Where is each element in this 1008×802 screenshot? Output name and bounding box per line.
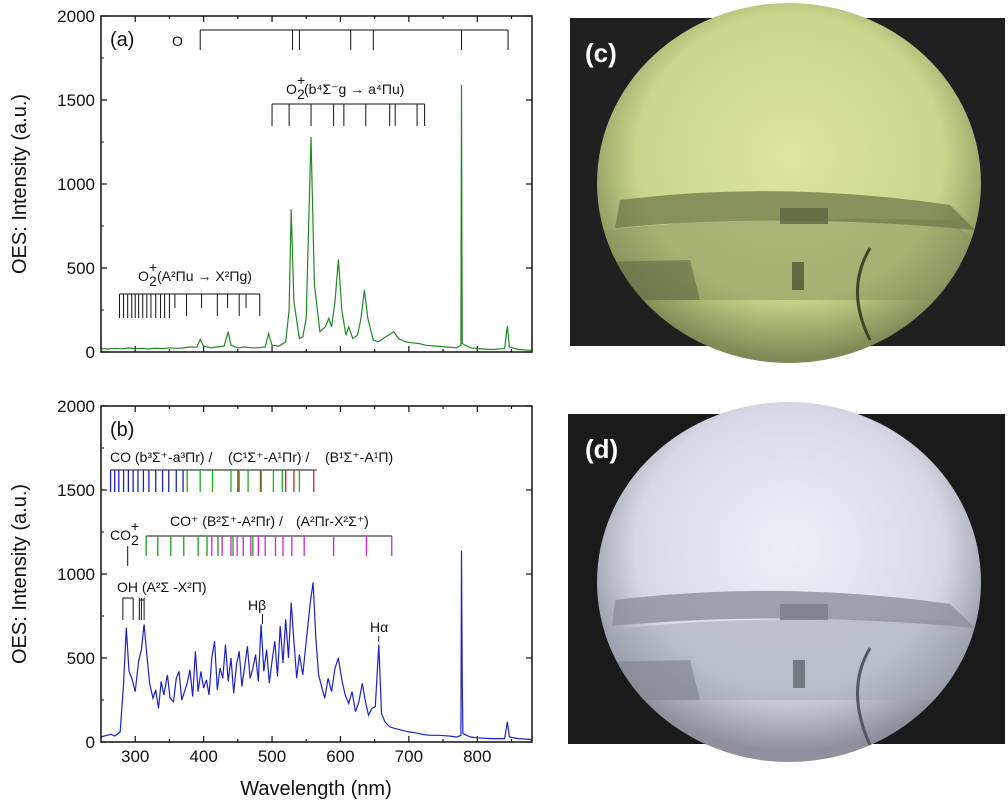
annotations-b [109,469,393,642]
comb-coplus-b2-a2 [145,536,254,556]
x-tick-label-b-1: 400 [189,747,217,766]
annotation-co2plus: CO + 2 [110,518,139,548]
comb-o-atom [199,29,509,50]
y-tick-label-b-4: 2000 [57,397,95,416]
annotation-coplus-b2-a2: CO⁺ (B²Σ⁺-A²Πr) / [170,513,283,529]
y-tick-label-b-2: 1000 [57,565,95,584]
annotation-co-c1-a1: (C¹Σ⁺-A¹Πr) / [228,449,309,465]
panel-label-b: (b) [110,419,134,441]
plot-frame-b [100,405,533,743]
annotation-co-b1-a1: (B¹Σ⁺-A¹Π) [325,449,393,465]
annotation-h-beta: Hβ [248,597,266,613]
x-tick-label-b-5: 800 [463,747,491,766]
y-tick-label-a-2: 1000 [57,175,95,194]
svg-text:+: + [131,518,139,534]
annotation-co-b3-a3: CO (b³Σ⁺-a³Πr) / [110,449,212,465]
y-axis-ticks-a: 0 500 1000 1500 2000 [57,7,532,362]
photo-label-c: (c) [585,38,617,68]
chart-panel-a: 0 500 1000 1500 2000 OES: Intensity (a.u.) (… [9,7,533,362]
plot-frame-a [100,15,533,353]
photo-label-d: (d) [585,434,618,464]
svg-text:+: + [297,72,305,88]
comb-co-b1-a1 [237,470,315,492]
x-tick-label-b-2: 500 [258,747,286,766]
spectrum-line-a [101,84,532,351]
y-tick-label-a-0: 0 [86,343,95,362]
annotation-o-atom: O [172,33,183,49]
axis-ticks-b: 0 500 1000 1500 2000 300 400 500 600 700 800 [57,397,532,766]
x-tick-label-b-0: 300 [121,747,149,766]
y-tick-label-b-3: 1500 [57,481,95,500]
comb-o2plus-a2-x2 [118,293,261,318]
svg-text:(b⁴Σ⁻g → a⁴Πu): (b⁴Σ⁻g → a⁴Πu) [304,81,404,97]
panel-label-a: (a) [110,29,134,51]
annotation-o2plus-a2-x2: O + 2 (A²Πu → X²Πg) [138,259,252,289]
x-tick-label-b-4: 700 [395,747,423,766]
svg-text:O: O [286,81,297,97]
annotations-a [118,29,509,318]
photo-c: (c) [570,3,1005,363]
comb-o2plus-b4-a4 [271,103,426,126]
svg-text:O: O [138,268,149,284]
svg-text:2: 2 [297,86,305,102]
y-tick-label-b-0: 0 [86,733,95,752]
annotation-coplus-a2-x2: (A²Πr-X²Σ⁺) [296,513,369,529]
y-tick-label-a-1: 500 [67,259,95,278]
y-tick-label-a-4: 2000 [57,7,95,26]
x-tick-label-b-3: 600 [326,747,354,766]
y-axis-label-b: OES: Intensity (a.u.) [9,484,31,664]
comb-co-b3-a3 [109,470,184,492]
annotation-o2plus-b4-a4: O + 2 (b⁴Σ⁻g → a⁴Πu) [286,72,404,102]
spectrum-line-b [101,550,532,741]
x-axis-label-b: Wavelength (nm) [240,778,392,800]
chart-panel-b: 0 500 1000 1500 2000 300 400 500 600 700 800 OES: … [9,397,533,800]
svg-text:(A²Πu → X²Πg): (A²Πu → X²Πg) [157,268,252,284]
comb-co-c1-a1 [186,470,301,492]
comb-oh [122,597,145,620]
y-tick-label-b-1: 500 [67,649,95,668]
y-axis-label-a: OES: Intensity (a.u.) [9,94,31,274]
annotation-oh: OH (A²Σ -X²Π) [117,579,207,595]
photo-d: (d) [568,402,1005,762]
y-tick-label-a-3: 1500 [57,91,95,110]
comb-coplus-a2-x2 [211,536,393,556]
svg-text:2: 2 [149,273,157,289]
annotation-h-alpha: Hα [370,619,388,635]
svg-text:CO: CO [110,527,131,543]
svg-text:+: + [149,259,157,275]
svg-text:2: 2 [131,532,139,548]
